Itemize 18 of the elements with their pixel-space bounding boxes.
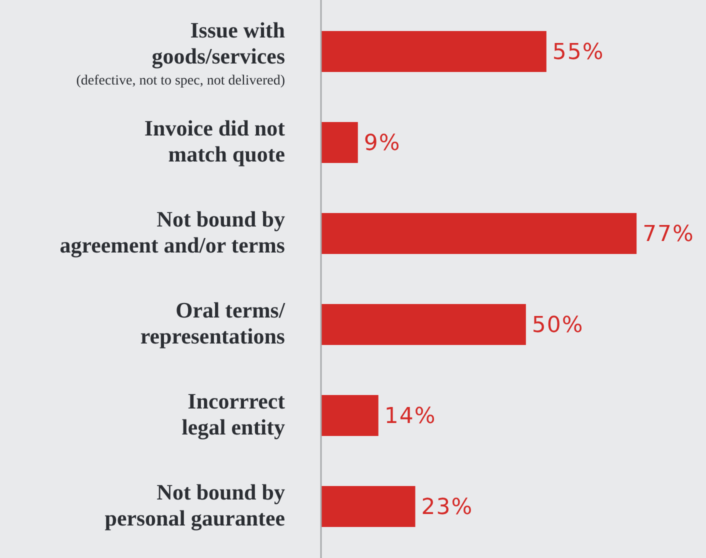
y-tick-label: Oral terms/ representations <box>140 298 286 348</box>
data-label: 9% <box>364 131 401 156</box>
bar <box>321 122 358 163</box>
data-label: 14% <box>384 404 436 430</box>
bar <box>321 213 637 254</box>
data-label: 55% <box>552 40 604 66</box>
y-tick-label: Not bound by personal gaurantee <box>104 480 286 530</box>
bar <box>321 304 526 345</box>
y-tick-label: Not bound by agreement and/or terms <box>60 206 286 258</box>
data-label: 23% <box>421 495 474 520</box>
y-tick-label: Issue with goods/services (defective, not to spec, not delivered) <box>76 18 286 88</box>
bar <box>321 486 416 527</box>
data-label: 77% <box>642 222 694 248</box>
bar <box>321 395 378 436</box>
bar <box>321 31 546 72</box>
y-tick-label: Incorrrect legal entity <box>182 388 286 440</box>
data-label: 50% <box>532 313 584 338</box>
y-tick-label: Invoice did not match quote <box>144 116 286 166</box>
